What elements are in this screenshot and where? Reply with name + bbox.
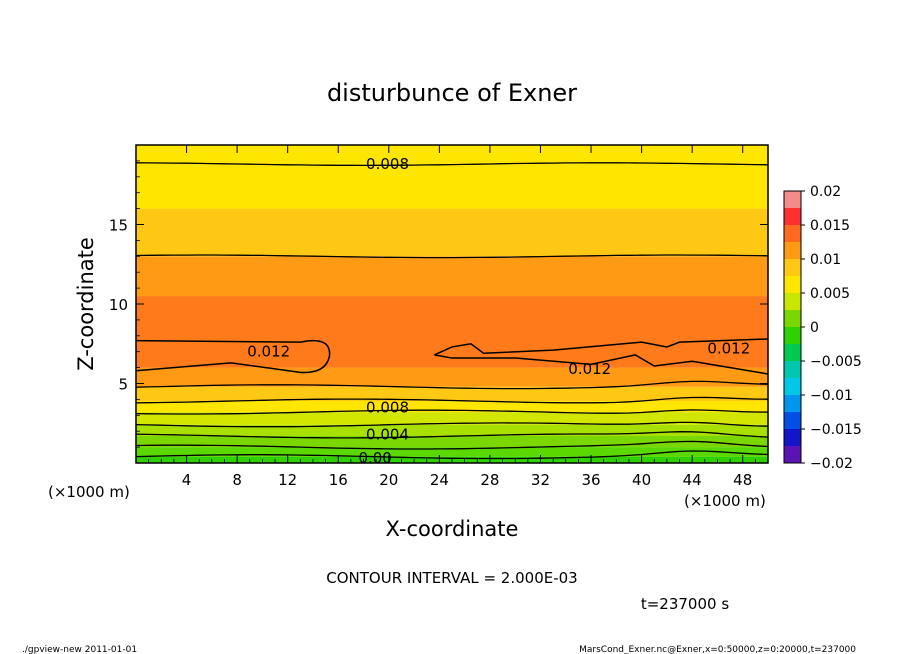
fill-band-6: [136, 386, 768, 401]
x-unit-left-label: (×1000 m): [48, 483, 130, 501]
colorbar-segment: [784, 412, 801, 430]
colorbar-tick-label: 0.02: [810, 184, 841, 200]
colorbar-segment: [784, 191, 801, 209]
fill-band-10: [136, 208, 768, 257]
colorbar-segment: [784, 361, 801, 379]
colorbar-segment: [784, 310, 801, 328]
x-tick-label: 20: [379, 471, 398, 489]
fill-band-3: [136, 424, 768, 436]
fill-band-11: [136, 145, 768, 209]
colorbar-segment: [784, 242, 801, 260]
contour-line-6: [135, 380, 769, 390]
y-tick-label: 10: [109, 296, 128, 314]
contour-line-4: [135, 409, 769, 415]
colorbar-segment: [784, 446, 801, 464]
fill-band-8: [136, 296, 768, 368]
contour-label: 0.012: [568, 360, 611, 378]
colorbar-tick-label: −0.01: [810, 388, 853, 404]
colorbar-segment: [784, 327, 801, 345]
contour-line-2: [135, 431, 769, 439]
x-axis-label: X-coordinate: [386, 517, 519, 541]
contour-line-5: [135, 396, 769, 404]
contour-label: 0.008: [366, 398, 409, 416]
contour-line-7: [135, 254, 769, 259]
x-tick-label: 16: [329, 471, 348, 489]
fill-band-5: [136, 400, 768, 413]
y-axis-ticks: 5 10 15: [109, 160, 768, 448]
colorbar-tick-label: −0.005: [810, 354, 862, 370]
colorbar-tick-label: 0: [810, 320, 819, 336]
colorbar-segment: [784, 378, 801, 396]
y-tick-label: 15: [109, 217, 128, 235]
x-tick-label: 44: [683, 471, 702, 489]
x-unit-right-label: (×1000 m): [684, 492, 766, 510]
contour-line-8: [135, 162, 769, 167]
contour-label: 0.00: [358, 449, 391, 467]
x-tick-label: 36: [581, 471, 600, 489]
contour-line-012-right: [433, 338, 769, 375]
contour-line-3: [135, 421, 769, 428]
x-tick-label: 24: [430, 471, 449, 489]
contour-label: 0.012: [247, 343, 290, 361]
y-axis-label: Z-coordinate: [74, 237, 98, 371]
y-tick-label: 5: [118, 376, 128, 394]
contour-labels: 0.008 0.012 0.012 0.012 0.008 0.004 0.00: [247, 155, 750, 467]
x-tick-label: 48: [733, 471, 752, 489]
footer-right-text: MarsCond_Exner.nc@Exner,x=0:50000,z=0:20…: [579, 645, 856, 654]
time-text: t=237000 s: [641, 595, 729, 613]
contour-lines: [135, 162, 769, 460]
fill-band-1: [136, 447, 768, 457]
contour-interval-text: CONTOUR INTERVAL = 2.000E-03: [326, 569, 577, 587]
contour-line-012-left: [135, 339, 331, 374]
contour-line-1: [135, 440, 769, 450]
colorbar-tick-label: −0.015: [810, 422, 862, 438]
colorbar-tick-label: −0.02: [810, 456, 853, 472]
x-tick-label: 32: [531, 471, 550, 489]
colorbar-tick-label: 0.005: [810, 286, 850, 302]
colorbar: [783, 190, 802, 464]
contour-label: 0.012: [707, 340, 750, 358]
fill-band-7: [136, 367, 768, 387]
colorbar-segment: [784, 276, 801, 294]
colorbar-segment: [784, 344, 801, 362]
colorbar-segment: [784, 293, 801, 311]
contour-label: 0.008: [366, 155, 409, 173]
colorbar-segment: [784, 429, 801, 447]
x-tick-label: 40: [632, 471, 651, 489]
chart-title: disturbunce of Exner: [327, 79, 577, 107]
colorbar-tick-label: 0.015: [810, 218, 850, 234]
x-tick-label: 12: [278, 471, 297, 489]
contour-label: 0.004: [366, 425, 409, 443]
x-tick-label: 28: [480, 471, 499, 489]
colorbar-segment: [784, 259, 801, 277]
fill-band-2: [136, 435, 768, 448]
colorbar-segment: [784, 395, 801, 413]
colorbar-segment: [784, 225, 801, 243]
contour-line-0: [135, 450, 769, 460]
x-tick-label: 8: [232, 471, 242, 489]
fill-band-4: [136, 412, 768, 425]
x-tick-label: 4: [182, 471, 192, 489]
footer-left-text: ./gpview-new 2011-01-01: [22, 645, 137, 654]
colorbar-segment: [784, 208, 801, 226]
plot-fill-bands: [136, 145, 768, 463]
colorbar-tick-labels: 0.02 0.015 0.01 0.005 0 −0.005 −0.01 −0.015 −0.0…: [801, 184, 862, 472]
x-axis-ticks: 4 8 12 16 20 24 28 32 36 40 44 48: [148, 145, 756, 489]
colorbar-tick-label: 0.01: [810, 252, 841, 268]
fill-band-9: [136, 256, 768, 297]
